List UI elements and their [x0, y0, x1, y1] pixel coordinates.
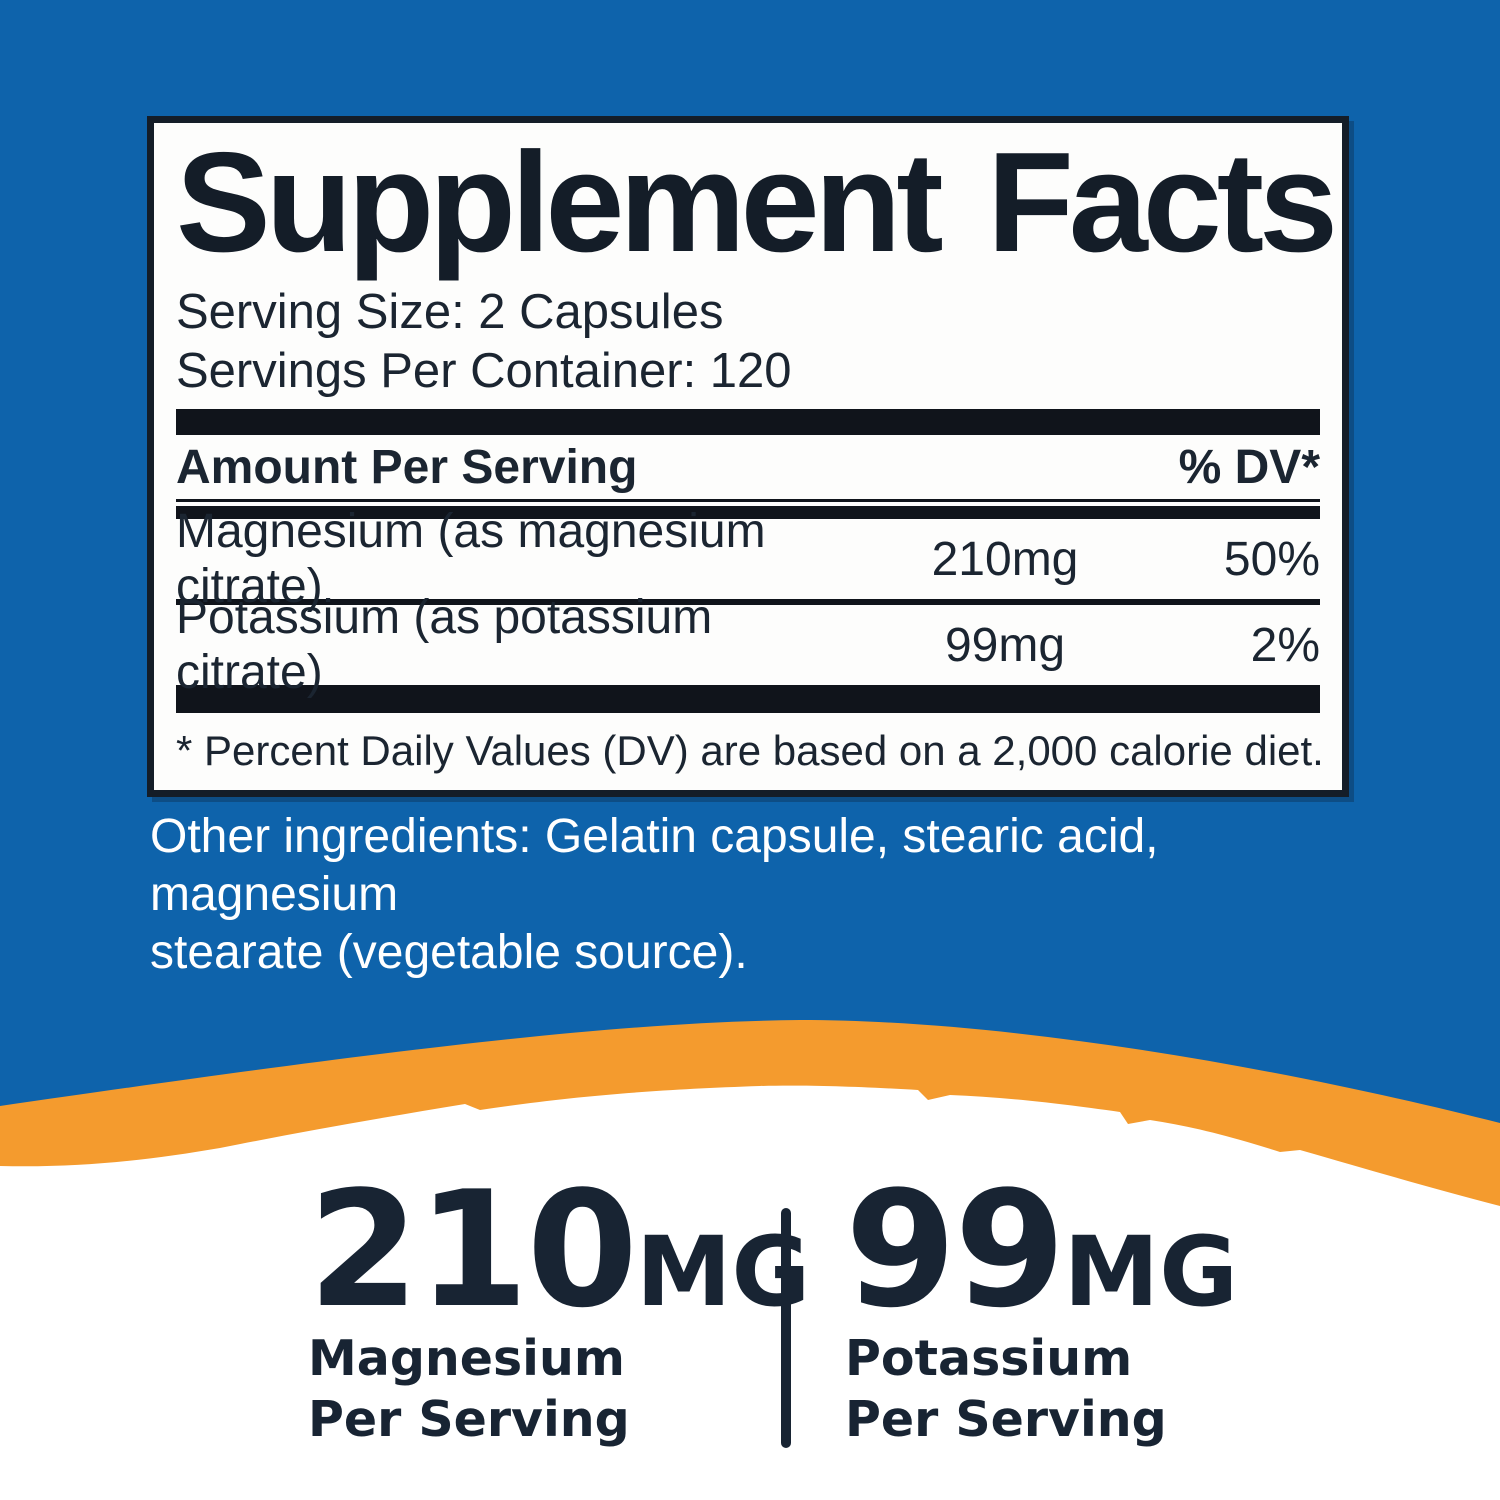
stats-divider-line [781, 1208, 791, 1448]
other-ingredients-line2: stearate (vegetable source). [150, 926, 748, 979]
table-row: Magnesium (as magnesium citrate) 210mg 5… [176, 505, 1320, 613]
serving-size-line: Serving Size: 2 Capsules [176, 285, 724, 339]
serving-info: Serving Size: 2 Capsules Servings Per Co… [176, 283, 1320, 401]
bottom-white-area [0, 1080, 1500, 1500]
orange-brush-stroke [0, 1020, 1500, 1206]
wave-graphic [0, 1020, 1500, 1500]
other-ingredients-line1: Other ingredients: Gelatin capsule, stea… [150, 810, 1159, 921]
servings-per-container-line: Servings Per Container: 120 [176, 344, 792, 398]
potassium-amount-unit: MG [1063, 1216, 1238, 1328]
nutrient-dv: 2% [1250, 618, 1320, 672]
table-row: Potassium (as potassium citrate) 99mg 2% [176, 591, 1320, 699]
potassium-label-line2: Per Serving [845, 1391, 1167, 1448]
magnesium-callout-label: Magnesium Per Serving [308, 1328, 630, 1450]
nutrient-name: Magnesium (as magnesium citrate) [176, 505, 766, 613]
divider-bar-mid [176, 506, 1320, 519]
potassium-amount-value: 99 [845, 1156, 1066, 1343]
potassium-amount-callout: 99MG [845, 1170, 1238, 1330]
amount-per-serving-header: Amount Per Serving [176, 440, 638, 494]
header-rule [176, 499, 1320, 502]
potassium-label-line1: Potassium [845, 1330, 1133, 1387]
magnesium-label-line1: Magnesium [308, 1330, 625, 1387]
percent-dv-header: % DV* [1178, 440, 1320, 494]
row-rule [176, 599, 1320, 605]
other-ingredients-text: Other ingredients: Gelatin capsule, stea… [150, 808, 1410, 982]
nutrient-amount: 99mg [944, 618, 1066, 672]
nutrient-dv: 50% [1223, 532, 1320, 586]
magnesium-amount-callout: 210MG [308, 1170, 810, 1330]
magnesium-label-line2: Per Serving [308, 1391, 630, 1448]
nutrient-name: Potassium (as potassium citrate) [176, 591, 713, 699]
potassium-callout-label: Potassium Per Serving [845, 1328, 1167, 1450]
nutrient-amount: 210mg [931, 532, 1079, 586]
magnesium-amount-value: 210 [308, 1156, 638, 1343]
panel-title: Supplement Facts [176, 123, 1338, 282]
table-header-row: Amount Per Serving % DV* [176, 435, 1320, 499]
supplement-facts-panel: Supplement Facts Serving Size: 2 Capsule… [147, 116, 1349, 797]
divider-bar-top [176, 409, 1320, 435]
dv-footnote: * Percent Daily Values (DV) are based on… [176, 727, 1324, 774]
divider-bar-bottom [176, 685, 1320, 713]
